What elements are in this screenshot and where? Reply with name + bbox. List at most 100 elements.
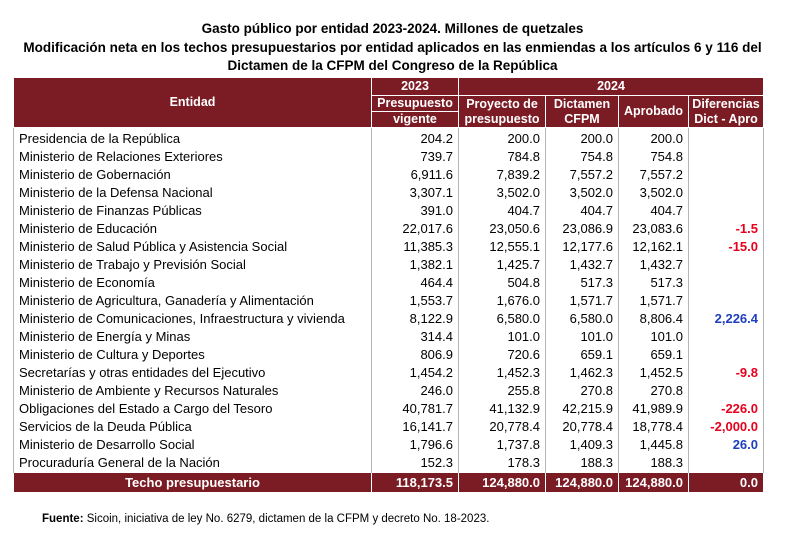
header-year-2023: 2023 [371, 77, 459, 96]
total-row: Techo presupuestario 118,173.5 124,880.0… [13, 472, 764, 493]
dictamen-cell: 659.1 [545, 346, 619, 364]
entity-cell: Presidencia de la República [13, 127, 372, 148]
aprobado-cell: 200.0 [618, 127, 689, 148]
table-row: Ministerio de Salud Pública y Asistencia… [13, 238, 764, 256]
table-row: Ministerio de Relaciones Exteriores 739.7… [13, 148, 764, 166]
dictamen-cell: 1,409.3 [545, 436, 619, 454]
entity-cell: Ministerio de Ambiente y Recursos Natura… [13, 382, 372, 400]
proyecto-cell: 101.0 [458, 328, 546, 346]
entity-cell: Ministerio de la Defensa Nacional [13, 184, 372, 202]
header-proyecto: Proyecto de presupuesto [458, 95, 546, 128]
proyecto-cell: 720.6 [458, 346, 546, 364]
proyecto-cell: 784.8 [458, 148, 546, 166]
source-text: Sicoin, iniciativa de ley No. 6279, dict… [83, 513, 490, 525]
aprobado-cell: 101.0 [618, 328, 689, 346]
table-row: Ministerio de Trabajo y Previsión Social… [13, 256, 764, 274]
aprobado-cell: 3,502.0 [618, 184, 689, 202]
header-diferencias: Diferencias Dict - Apro [688, 95, 764, 128]
vigente-2023-cell: 16,141.7 [371, 418, 459, 436]
total-dictamen: 124,880.0 [545, 472, 619, 493]
table-row: Ministerio de Educación 22,017.6 23,050.6 2… [13, 220, 764, 238]
diferencias-cell: -15.0 [688, 238, 764, 256]
diferencias-cell [688, 166, 764, 184]
diferencias-cell [688, 148, 764, 166]
proyecto-cell: 3,502.0 [458, 184, 546, 202]
entity-cell: Secretarías y otras entidades del Ejecut… [13, 364, 372, 382]
dictamen-cell: 1,571.7 [545, 292, 619, 310]
header-entidad: Entidad [13, 77, 372, 128]
total-label: Techo presupuestario [13, 472, 372, 493]
total-proyecto: 124,880.0 [458, 472, 546, 493]
vigente-2023-cell: 204.2 [371, 127, 459, 148]
aprobado-cell: 23,083.6 [618, 220, 689, 238]
diferencias-cell: 2,226.4 [688, 310, 764, 328]
aprobado-cell: 1,445.8 [618, 436, 689, 454]
total-2023: 118,173.5 [371, 472, 459, 493]
dictamen-cell: 200.0 [545, 127, 619, 148]
proyecto-cell: 255.8 [458, 382, 546, 400]
table-row: Ministerio de Economía 464.4 504.8 517.3 517… [13, 274, 764, 292]
entity-cell: Ministerio de Educación [13, 220, 372, 238]
table-row: Secretarías y otras entidades del Ejecut… [13, 364, 764, 382]
vigente-2023-cell: 11,385.3 [371, 238, 459, 256]
aprobado-cell: 1,432.7 [618, 256, 689, 274]
diferencias-cell [688, 202, 764, 220]
header-dictamen-line1: Dictamen [553, 96, 611, 111]
total-aprobado: 124,880.0 [618, 472, 689, 493]
proyecto-cell: 12,555.1 [458, 238, 546, 256]
proyecto-cell: 23,050.6 [458, 220, 546, 238]
dictamen-cell: 1,462.3 [545, 364, 619, 382]
vigente-2023-cell: 1,454.2 [371, 364, 459, 382]
vigente-2023-cell: 1,553.7 [371, 292, 459, 310]
aprobado-cell: 659.1 [618, 346, 689, 364]
table-row: Ministerio de Comunicaciones, Infraestru… [13, 310, 764, 328]
table-title-block: Gasto público por entidad 2023-2024. Mil… [0, 20, 785, 76]
proyecto-cell: 41,132.9 [458, 400, 546, 418]
table-body: Presidencia de la República 204.2 200.0 200… [13, 127, 764, 473]
entity-cell: Ministerio de Energía y Minas [13, 328, 372, 346]
dictamen-cell: 7,557.2 [545, 166, 619, 184]
aprobado-cell: 1,571.7 [618, 292, 689, 310]
aprobado-cell: 517.3 [618, 274, 689, 292]
vigente-2023-cell: 8,122.9 [371, 310, 459, 328]
header-proyecto-line2: presupuesto [464, 111, 540, 126]
table-row: Ministerio de Energía y Minas 314.4 101.0 1… [13, 328, 764, 346]
table-row: Ministerio de Cultura y Deportes 806.9 720… [13, 346, 764, 364]
aprobado-cell: 404.7 [618, 202, 689, 220]
vigente-2023-cell: 314.4 [371, 328, 459, 346]
proyecto-cell: 200.0 [458, 127, 546, 148]
diferencias-cell [688, 328, 764, 346]
header-diferencias-line2: Dict - Apro [694, 111, 758, 126]
table-row: Ministerio de Ambiente y Recursos Natura… [13, 382, 764, 400]
proyecto-cell: 6,580.0 [458, 310, 546, 328]
table-row: Procuraduría General de la Nación 152.3 17… [13, 454, 764, 473]
proyecto-cell: 404.7 [458, 202, 546, 220]
diferencias-cell: -1.5 [688, 220, 764, 238]
proyecto-cell: 178.3 [458, 454, 546, 473]
dictamen-cell: 6,580.0 [545, 310, 619, 328]
header-presupuesto-vigente-1: Presupuesto [371, 95, 459, 112]
table-row: Presidencia de la República 204.2 200.0 200… [13, 127, 764, 148]
aprobado-cell: 41,989.9 [618, 400, 689, 418]
total-diferencias: 0.0 [688, 472, 764, 493]
aprobado-cell: 270.8 [618, 382, 689, 400]
diferencias-cell: -2,000.0 [688, 418, 764, 436]
aprobado-cell: 188.3 [618, 454, 689, 473]
header-dictamen: Dictamen CFPM [545, 95, 619, 128]
diferencias-cell: 26.0 [688, 436, 764, 454]
diferencias-cell [688, 292, 764, 310]
entity-cell: Ministerio de Trabajo y Previsión Social [13, 256, 372, 274]
table-row: Ministerio de la Defensa Nacional 3,307.1… [13, 184, 764, 202]
vigente-2023-cell: 6,911.6 [371, 166, 459, 184]
dictamen-cell: 188.3 [545, 454, 619, 473]
proyecto-cell: 1,452.3 [458, 364, 546, 382]
entity-cell: Ministerio de Economía [13, 274, 372, 292]
dictamen-cell: 3,502.0 [545, 184, 619, 202]
proyecto-cell: 20,778.4 [458, 418, 546, 436]
header-year-2024: 2024 [458, 77, 764, 96]
dictamen-cell: 517.3 [545, 274, 619, 292]
entity-cell: Ministerio de Agricultura, Ganadería y A… [13, 292, 372, 310]
dictamen-cell: 404.7 [545, 202, 619, 220]
dictamen-cell: 20,778.4 [545, 418, 619, 436]
vigente-2023-cell: 806.9 [371, 346, 459, 364]
